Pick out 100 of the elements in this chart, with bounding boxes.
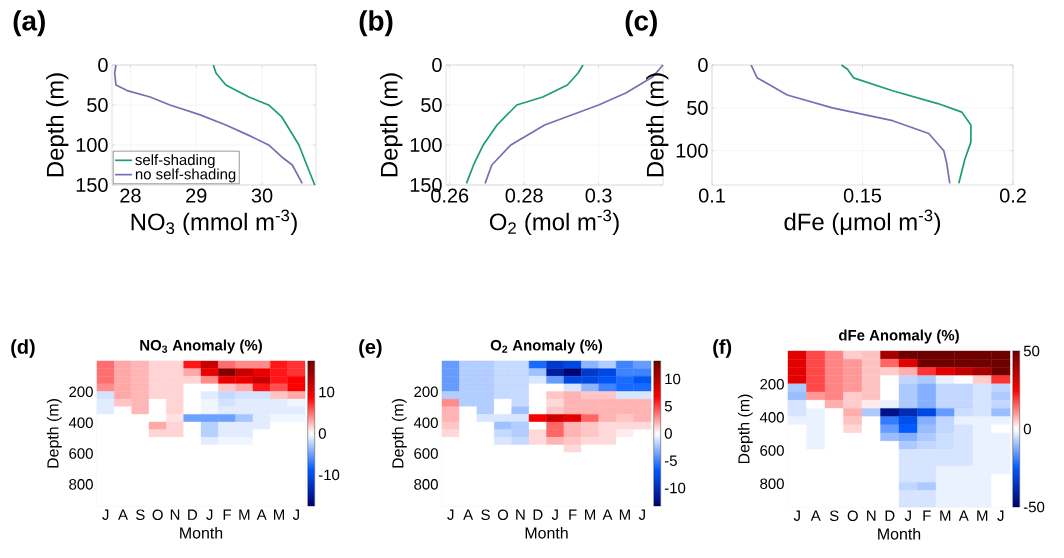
x-axis-title: Month xyxy=(525,526,568,539)
y-axis-title: Depth (m) xyxy=(46,399,62,468)
y-tick-label: 100 xyxy=(410,137,442,153)
y-axis-title: Depth (m) xyxy=(646,73,669,177)
x-tick-label: M xyxy=(977,510,988,521)
y-tick-label: 100 xyxy=(76,137,108,153)
x-tick-label: N xyxy=(170,509,180,520)
color-bar-label: 0 xyxy=(664,428,672,439)
x-tick-label: O xyxy=(152,509,163,521)
x-tick-label: S xyxy=(481,509,490,521)
x-tick-label: J xyxy=(793,510,800,521)
text: (e) xyxy=(359,339,382,358)
y-tick-label: 150 xyxy=(76,177,108,193)
y-tick-label: 800 xyxy=(760,478,784,490)
color-bar-label: -10 xyxy=(664,482,686,494)
text: (a) xyxy=(13,10,45,37)
y-tick-label: 800 xyxy=(69,479,93,490)
color-bar-label: -5 xyxy=(664,455,677,466)
x-tick-label: O xyxy=(847,510,858,522)
text: (b) xyxy=(359,10,393,37)
text: (d) xyxy=(11,339,35,358)
text: (f) xyxy=(713,339,732,358)
y-tick-label: 200 xyxy=(760,378,784,390)
x-axis-title: NO$_{3}$ (mmol m$^{-3}$) xyxy=(131,209,297,236)
y-tick-label: 0 xyxy=(98,57,108,73)
x-tick-label: 30 xyxy=(251,188,273,203)
x-tick-label: 28 xyxy=(120,188,141,203)
chart-title: O$_{2}$ Anomaly (%) xyxy=(490,339,603,354)
x-axis-title: dFe (μmol m$^{-3}$) xyxy=(784,209,941,236)
x-tick-label: S xyxy=(829,510,839,522)
color-bar-label: -10 xyxy=(318,469,340,481)
x-tick-label: F xyxy=(569,509,577,520)
y-axis-title: Depth (m) xyxy=(391,399,407,468)
line-series xyxy=(113,64,304,185)
x-tick-label: N xyxy=(867,510,876,521)
x-tick-label: J xyxy=(551,509,558,520)
x-tick-label: A xyxy=(118,509,128,520)
y-tick-label: 800 xyxy=(414,479,438,490)
x-tick-label: 0.2 xyxy=(999,188,1026,203)
color-bar-label: 0 xyxy=(1023,423,1031,435)
y-tick-label: 600 xyxy=(760,445,784,456)
x-tick-label: M xyxy=(619,509,630,520)
x-tick-label: F xyxy=(923,510,931,521)
legend-label: no self-shading xyxy=(135,168,236,183)
x-tick-label: J xyxy=(638,509,645,520)
color-bar-label: 0 xyxy=(318,428,326,439)
chart-title: NO$_{3}$ Anomaly (%) xyxy=(140,339,262,354)
x-tick-label: D xyxy=(533,509,543,520)
color-bar-label: 50 xyxy=(1023,345,1040,357)
y-tick-label: 0 xyxy=(432,57,442,73)
y-tick-label: 400 xyxy=(413,417,438,428)
x-tick-label: A xyxy=(602,509,613,520)
x-tick-label: M xyxy=(274,509,284,520)
y-tick-label: 0 xyxy=(698,57,708,73)
y-tick-label: 100 xyxy=(676,143,708,158)
x-tick-label: F xyxy=(223,509,231,520)
chart-title: dFe Anomaly (%) xyxy=(839,329,959,344)
x-tick-label: 0.28 xyxy=(505,188,543,203)
x-tick-label: J xyxy=(102,509,109,520)
x-tick-label: 0.1 xyxy=(698,188,725,203)
y-axis-title: Depth (m) xyxy=(737,394,753,464)
color-bar-label: 10 xyxy=(665,373,681,385)
text: (c) xyxy=(625,10,657,37)
y-tick-label: 600 xyxy=(414,448,438,459)
legend-label: self-shading xyxy=(135,154,215,169)
x-tick-label: J xyxy=(292,509,299,520)
x-tick-label: J xyxy=(447,509,454,520)
y-tick-label: 50 xyxy=(687,100,708,115)
y-tick-label: 50 xyxy=(421,97,442,113)
x-tick-label: J xyxy=(997,510,1004,521)
x-tick-label: D xyxy=(885,510,895,521)
x-tick-label: J xyxy=(206,509,213,520)
x-tick-label: O xyxy=(497,509,509,521)
x-tick-label: M xyxy=(585,509,596,520)
y-tick-label: 600 xyxy=(69,448,93,459)
line-series xyxy=(465,64,584,185)
x-tick-label: A xyxy=(463,509,474,520)
line-series xyxy=(840,64,972,185)
x-tick-label: D xyxy=(188,509,198,520)
x-tick-label: 29 xyxy=(186,188,207,203)
y-tick-label: 200 xyxy=(414,386,438,398)
x-tick-label: M xyxy=(239,509,250,520)
y-tick-label: 200 xyxy=(69,386,93,398)
x-tick-label: 0.15 xyxy=(843,188,882,203)
y-tick-label: 400 xyxy=(68,417,93,428)
y-axis-title: Depth (m) xyxy=(380,73,403,177)
x-tick-label: N xyxy=(516,509,525,520)
y-axis-title: Depth (m) xyxy=(46,73,69,177)
x-tick-label: A xyxy=(958,510,969,521)
color-bar-label: -50 xyxy=(1023,501,1045,513)
y-tick-label: 400 xyxy=(759,412,784,423)
x-tick-label: J xyxy=(904,510,911,521)
x-tick-label: A xyxy=(810,510,821,521)
line-series xyxy=(750,64,951,185)
x-tick-label: 0.3 xyxy=(585,188,612,203)
x-axis-title: Month xyxy=(180,526,223,539)
color-bar-label: 5 xyxy=(664,401,672,412)
y-tick-label: 50 xyxy=(87,97,108,113)
color-bar-label: 10 xyxy=(319,386,335,398)
x-tick-label: S xyxy=(136,509,145,521)
